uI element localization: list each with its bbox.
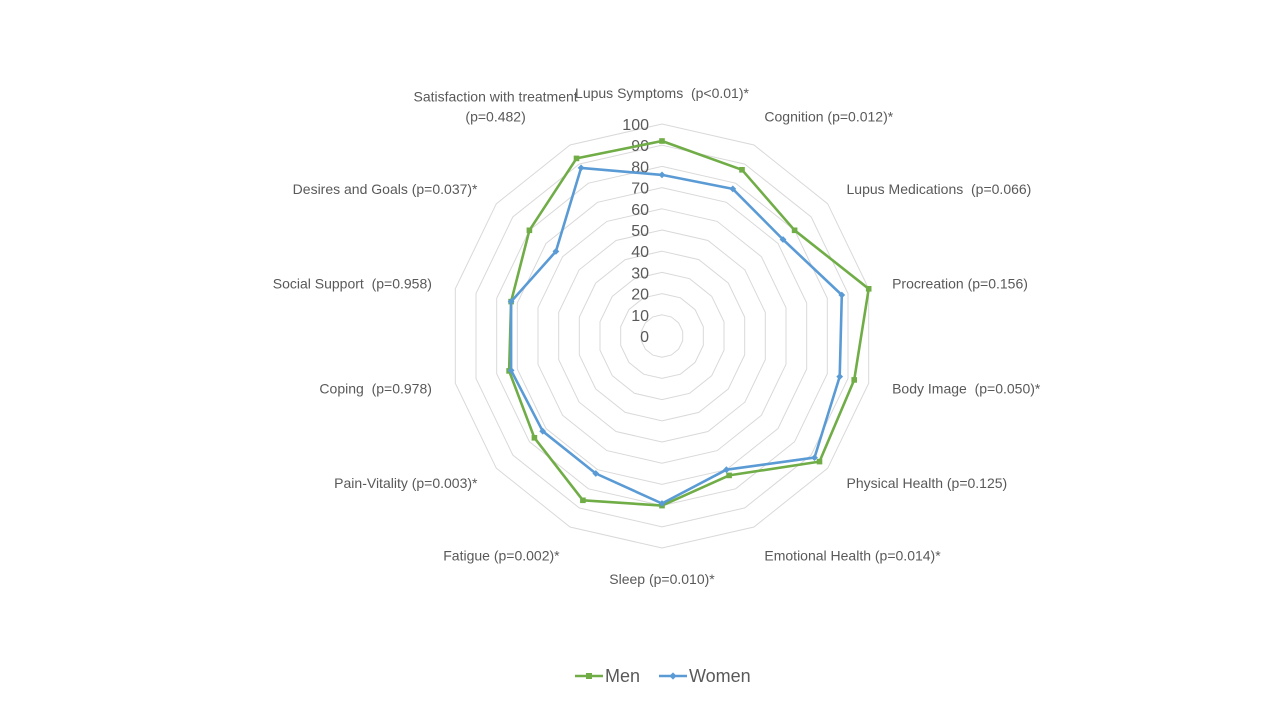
series-line-men xyxy=(507,139,871,507)
tick-label-100: 100 xyxy=(622,117,649,134)
category-label-13: Satisfaction with treatment (p=0.482) xyxy=(414,88,578,124)
legend-label-women: Women xyxy=(689,666,751,686)
category-label-5: Physical Health (p=0.125) xyxy=(847,475,1008,491)
tick-label-70: 70 xyxy=(631,181,649,198)
data-point-women-1 xyxy=(729,185,737,193)
category-label-line: Cognition (p=0.012)* xyxy=(764,108,893,124)
category-label-line: Satisfaction with treatment xyxy=(414,88,578,104)
category-label-8: Fatigue (p=0.002)* xyxy=(443,548,560,564)
series-layer xyxy=(506,138,872,509)
data-point-men-4 xyxy=(851,377,857,383)
category-label-2: Lupus Medications (p=0.066) xyxy=(847,181,1032,197)
tick-label-40: 40 xyxy=(631,244,649,261)
data-point-women-5 xyxy=(811,454,818,461)
legend-marker xyxy=(669,672,677,680)
data-point-men-5 xyxy=(816,458,823,465)
category-label-line: Desires and Goals (p=0.037)* xyxy=(293,181,478,197)
data-point-men-3 xyxy=(865,286,872,292)
tick-label-50: 50 xyxy=(631,223,649,240)
data-point-women-4 xyxy=(836,373,844,380)
data-point-men-12 xyxy=(526,227,533,234)
data-point-women-9 xyxy=(539,427,547,435)
data-point-men-9 xyxy=(531,435,538,441)
category-label-line: Social Support (p=0.958) xyxy=(273,276,432,292)
series-line-women xyxy=(509,166,844,505)
data-point-women-3 xyxy=(838,291,846,299)
category-label-12: Desires and Goals (p=0.037)* xyxy=(293,181,478,197)
series-women xyxy=(507,164,846,507)
category-label-line: Body Image (p=0.050)* xyxy=(892,381,1041,397)
category-label-line: Procreation (p=0.156) xyxy=(892,276,1028,292)
legend: Men Women xyxy=(575,666,751,686)
category-label-4: Body Image (p=0.050)* xyxy=(892,381,1041,397)
category-label-6: Emotional Health (p=0.014)* xyxy=(764,548,941,564)
data-point-women-2 xyxy=(779,236,787,243)
grid-ring-40 xyxy=(578,250,746,422)
category-label-line: Coping (p=0.978) xyxy=(319,381,431,397)
grid-ring-60 xyxy=(537,208,787,464)
legend-marker xyxy=(586,673,592,679)
tick-label-30: 30 xyxy=(631,265,649,282)
data-point-women-13 xyxy=(577,164,585,172)
grid-ring-50 xyxy=(558,229,766,443)
radar-grid xyxy=(454,123,870,549)
category-label-line: Lupus Symptoms (p<0.01)* xyxy=(575,85,749,101)
grid-ring-20 xyxy=(620,293,704,379)
category-label-line: Fatigue (p=0.002)* xyxy=(443,548,560,564)
data-point-women-8 xyxy=(592,470,600,477)
grid-ring-90 xyxy=(475,144,849,528)
data-point-men-2 xyxy=(791,227,798,234)
category-label-0: Lupus Symptoms (p<0.01)* xyxy=(575,85,749,101)
data-point-women-0 xyxy=(658,171,666,179)
category-label-line: Emotional Health (p=0.014)* xyxy=(764,548,941,564)
category-label-7: Sleep (p=0.010)* xyxy=(609,571,715,587)
tick-label-60: 60 xyxy=(631,202,649,219)
category-label-line: Sleep (p=0.010)* xyxy=(609,571,715,587)
legend-item-men: Men xyxy=(575,666,640,686)
data-point-women-11 xyxy=(507,298,515,305)
category-label-3: Procreation (p=0.156) xyxy=(892,276,1028,292)
grid-ring-70 xyxy=(516,187,808,485)
tick-label-0: 0 xyxy=(640,329,649,346)
legend-label-men: Men xyxy=(605,666,640,686)
data-point-men-6 xyxy=(726,472,732,479)
category-label-11: Social Support (p=0.958) xyxy=(273,276,432,292)
data-point-women-6 xyxy=(723,466,730,474)
data-point-women-10 xyxy=(507,367,515,374)
legend-item-women: Women xyxy=(659,666,751,686)
category-label-10: Coping (p=0.978) xyxy=(319,381,431,397)
tick-label-10: 10 xyxy=(631,308,649,325)
category-label-9: Pain-Vitality (p=0.003)* xyxy=(334,475,478,491)
category-label-line: Physical Health (p=0.125) xyxy=(847,475,1008,491)
grid-ring-30 xyxy=(599,271,725,401)
data-point-men-0 xyxy=(659,138,665,144)
category-label-line: (p=0.482) xyxy=(465,108,525,124)
data-point-men-8 xyxy=(580,497,586,504)
data-point-women-12 xyxy=(552,248,560,255)
grid-ring-10 xyxy=(640,314,684,358)
category-label-line: Pain-Vitality (p=0.003)* xyxy=(334,475,478,491)
data-point-men-1 xyxy=(739,167,745,173)
grid-ring-100 xyxy=(454,123,870,549)
data-point-women-7 xyxy=(658,500,666,507)
data-point-men-13 xyxy=(573,155,580,162)
category-label-1: Cognition (p=0.012)* xyxy=(764,108,893,124)
category-label-line: Lupus Medications (p=0.066) xyxy=(847,181,1032,197)
category-labels: Lupus Symptoms (p<0.01)* Cognition (p=0.0… xyxy=(273,85,1041,587)
tick-label-20: 20 xyxy=(631,287,649,304)
